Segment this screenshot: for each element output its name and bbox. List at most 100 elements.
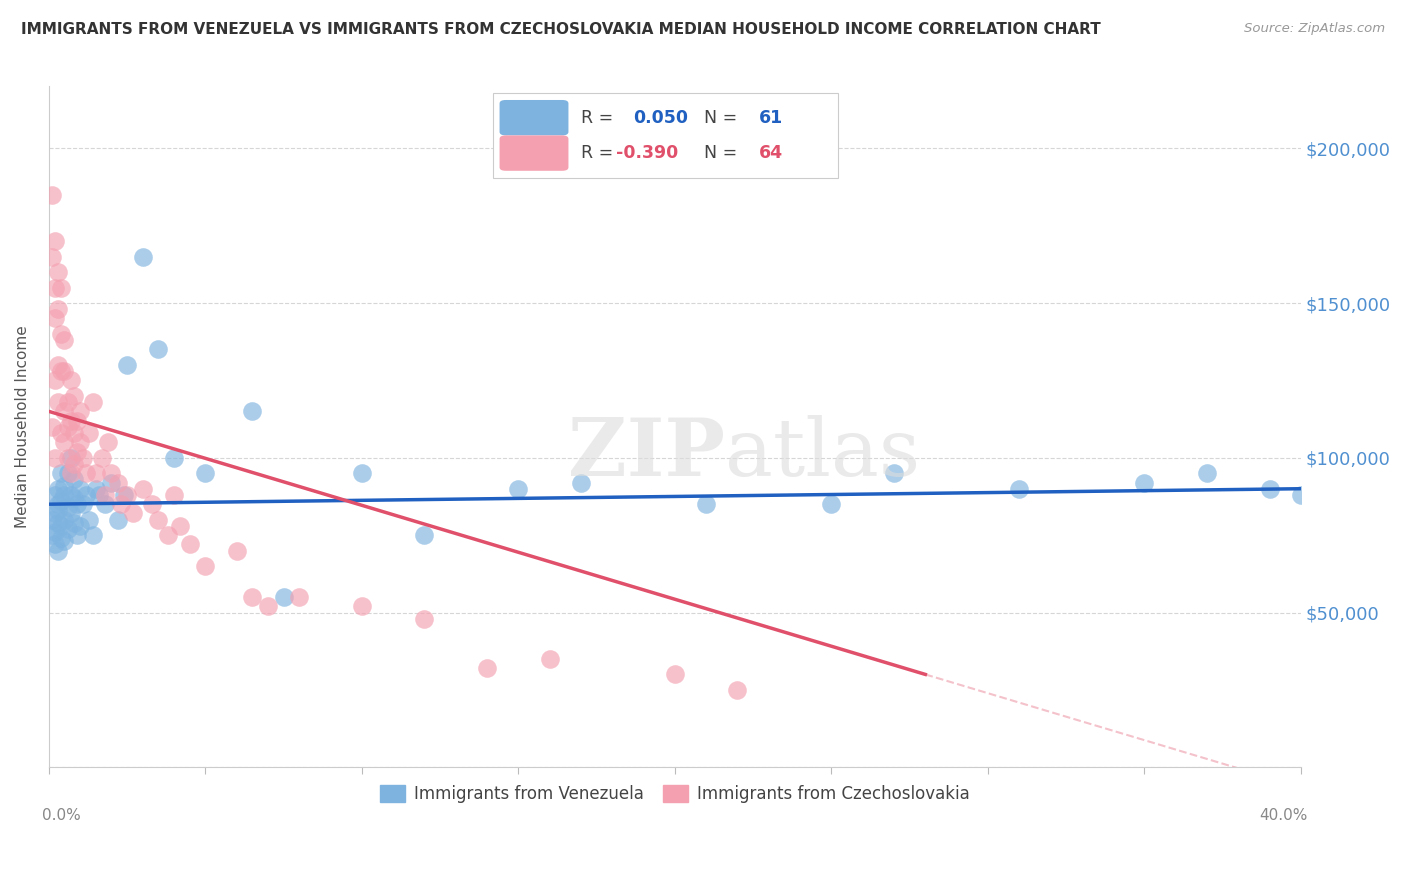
Point [56,419,79,434]
Y-axis label: Median Household Income: Median Household Income [15,326,30,528]
Point [59,507,82,521]
FancyBboxPatch shape [499,136,568,170]
Point [538,652,561,666]
Text: -0.390: -0.390 [616,145,678,162]
Point [87,488,110,502]
Point [44,524,66,539]
Point [131,250,153,264]
Point [53,513,76,527]
Point [225,543,247,558]
Point [84,482,107,496]
Point [66,528,89,542]
Point [79,425,101,440]
Point [59,467,82,481]
Point [82,395,104,409]
Point [56,395,79,409]
Point [56,467,79,481]
Point [413,612,436,626]
Point [163,450,186,465]
Point [664,667,686,681]
Text: 64: 64 [759,145,783,162]
Point [62,472,84,486]
Point [508,482,530,496]
Point [69,435,91,450]
Point [240,404,263,418]
Point [69,519,91,533]
Point [141,497,163,511]
Point [46,497,69,511]
Point [56,500,79,515]
Point [569,475,592,490]
Point [53,364,76,378]
FancyBboxPatch shape [494,93,838,178]
Text: atlas: atlas [725,415,920,493]
Point [53,488,76,502]
Point [72,450,94,465]
Point [100,475,122,490]
Point [115,358,138,372]
Text: R =: R = [581,145,619,162]
Point [46,265,69,279]
Point [883,467,905,481]
Point [46,503,69,517]
Point [53,404,76,418]
Text: ZIP: ZIP [568,415,725,493]
Point [44,280,66,294]
Point [156,528,179,542]
Point [727,682,749,697]
Point [66,414,89,428]
Legend: Immigrants from Venezuela, Immigrants from Czechoslovakia: Immigrants from Venezuela, Immigrants fr… [374,779,976,810]
Point [69,482,91,496]
Point [66,444,89,458]
Point [107,475,129,490]
Point [59,373,82,387]
Point [51,467,73,481]
Point [46,482,69,496]
Point [51,531,73,545]
Point [1197,467,1219,481]
Point [273,590,295,604]
Point [44,537,66,551]
Point [46,395,69,409]
Point [79,513,101,527]
Point [1258,482,1281,496]
Point [53,333,76,347]
Text: 40.0%: 40.0% [1258,808,1308,823]
Point [148,513,170,527]
Point [75,467,97,481]
Point [53,534,76,549]
Text: R =: R = [581,109,619,127]
Point [257,599,280,614]
FancyBboxPatch shape [499,100,568,136]
Point [820,497,842,511]
Point [148,343,170,357]
Point [62,389,84,403]
Point [350,467,373,481]
Text: 61: 61 [759,109,783,127]
Text: 0.050: 0.050 [634,109,689,127]
Point [94,497,117,511]
Point [53,478,76,492]
Point [41,528,63,542]
Point [695,497,717,511]
Point [59,414,82,428]
Point [59,488,82,502]
Text: 0.0%: 0.0% [42,808,82,823]
Point [194,467,217,481]
Point [112,488,135,502]
Point [62,425,84,440]
Point [84,467,107,481]
Point [288,590,311,604]
Point [44,311,66,326]
Point [475,661,498,675]
Point [1008,482,1031,496]
Point [44,450,66,465]
Point [169,519,191,533]
Point [69,404,91,418]
Point [51,494,73,508]
Point [53,435,76,450]
Point [75,488,97,502]
Point [82,528,104,542]
Point [1133,475,1156,490]
Point [41,187,63,202]
